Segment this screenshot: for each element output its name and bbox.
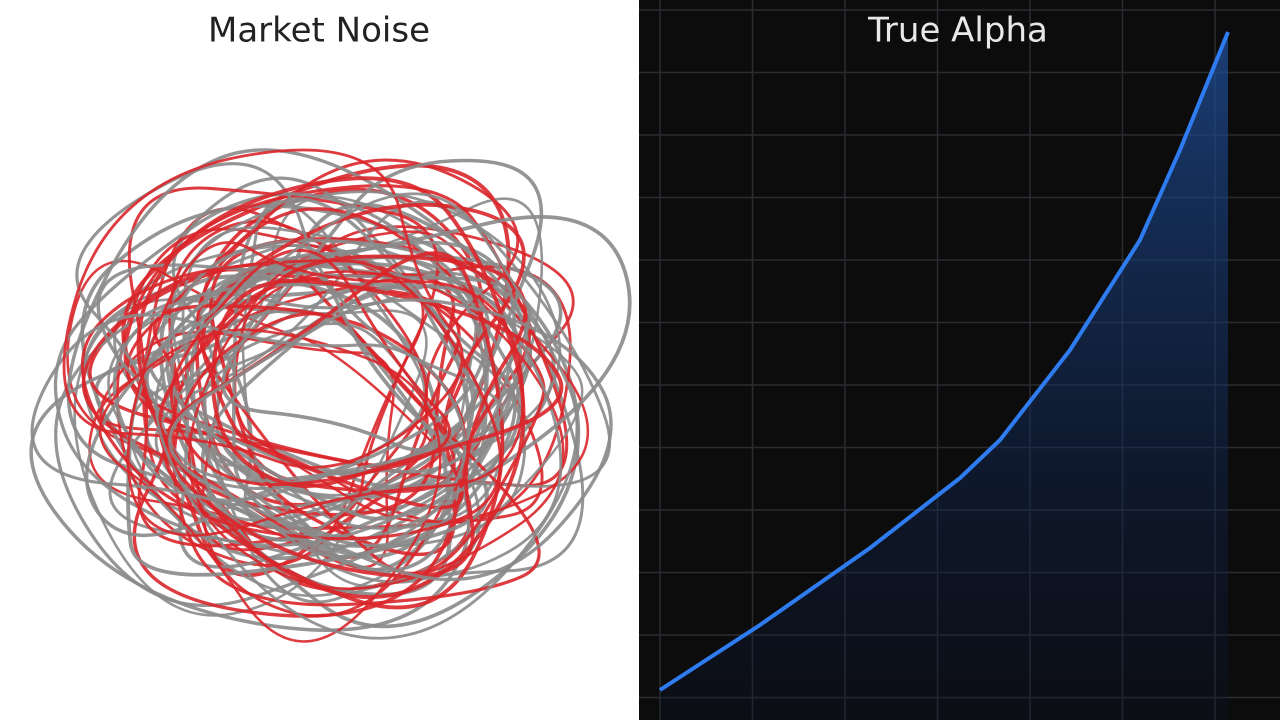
noise-tangle — [29, 148, 632, 643]
noise-strand — [209, 237, 532, 557]
noise-strand — [211, 278, 564, 488]
noise-strand — [30, 313, 467, 559]
alpha-line — [658, 31, 1230, 692]
noise-strand — [168, 298, 613, 582]
noise-strand — [80, 259, 503, 541]
noise-strand — [154, 192, 579, 640]
noise-strand — [126, 241, 525, 537]
noise-strand — [203, 271, 585, 604]
left-title: Market Noise — [208, 11, 430, 51]
noise-strand — [221, 158, 544, 452]
noise-strand — [66, 259, 473, 592]
noise-strand — [54, 283, 488, 607]
area-fill — [660, 32, 1228, 720]
noise-strand — [196, 207, 546, 575]
noise-strand — [126, 257, 489, 577]
right-title: True Alpha — [867, 11, 1048, 51]
noise-strand — [200, 284, 477, 542]
